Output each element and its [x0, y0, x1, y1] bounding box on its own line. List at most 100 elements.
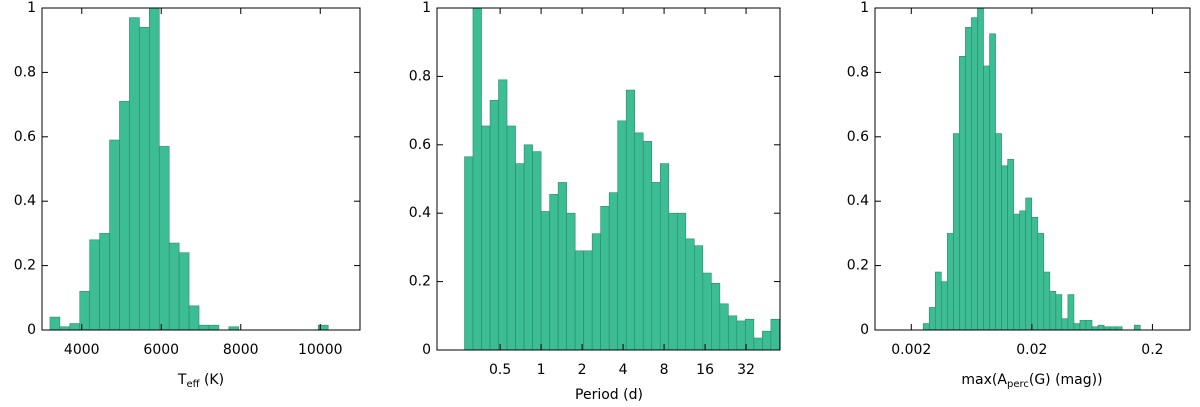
y-tick-label: 0.8	[409, 68, 431, 84]
histogram-bar	[625, 89, 636, 351]
histogram-bar	[651, 182, 661, 351]
histogram-bar	[498, 79, 508, 351]
x-tick-label: 8000	[223, 342, 259, 358]
histogram-bar	[668, 212, 678, 351]
y-tick-label: 0	[860, 322, 869, 338]
x-axis-label-sub: eff	[186, 379, 200, 390]
x-axis-label: Teff (K)	[177, 372, 224, 390]
x-tick-label: 0.2	[1141, 342, 1163, 358]
x-tick-label: 6000	[143, 342, 179, 358]
y-tick-label: 1	[27, 0, 36, 16]
histogram-bar	[702, 272, 712, 351]
histogram-bar	[642, 141, 653, 351]
histogram-bar	[1019, 210, 1026, 331]
y-tick-label: 0.4	[14, 193, 36, 209]
histogram-bar	[481, 125, 491, 351]
histogram-bar	[634, 132, 644, 351]
histogram-bar	[1031, 217, 1039, 331]
histogram-bar	[745, 318, 755, 351]
histogram-bar	[983, 65, 990, 331]
histogram-bar	[1079, 320, 1087, 331]
y-tick-label: 0.8	[847, 64, 869, 80]
y-tick-label: 0.6	[847, 129, 869, 145]
histogram-bar	[1049, 291, 1057, 331]
histogram-bar	[947, 233, 954, 331]
y-tick-label: 0.2	[14, 258, 36, 274]
histogram-bar	[659, 163, 670, 351]
histogram-bar	[600, 206, 610, 351]
x-tick-label: 4	[619, 362, 628, 378]
histogram-bar	[532, 151, 542, 351]
histogram-bar	[934, 271, 942, 331]
plot-frame	[436, 7, 781, 351]
histogram-bar	[1085, 320, 1093, 331]
histogram-bar	[158, 146, 170, 331]
histogram-panel: 0 0.2 0.4 0.6 0.8 1 0.5 1 2 4 8 16 32 Period (d)	[409, 0, 781, 403]
histogram-bar	[1061, 318, 1069, 331]
histogram-bar	[1133, 324, 1141, 331]
histogram-bar	[540, 211, 550, 351]
histogram-bar	[676, 212, 687, 351]
histogram-bar	[574, 250, 584, 351]
histogram-bar	[99, 233, 110, 331]
y-tick-label: 0.4	[847, 193, 869, 209]
histogram-bar	[1043, 271, 1051, 331]
x-tick-label: 10000	[298, 342, 343, 358]
histogram-bar	[995, 133, 1002, 331]
histogram-bar	[959, 55, 966, 331]
histogram-bar	[506, 125, 516, 351]
histogram-bar	[149, 7, 160, 331]
histogram-panel: 0 0.2 0.4 0.6 0.8 1 4000 6000 8000 10000 Teff (K)	[14, 0, 361, 390]
x-tick-label: 16	[696, 362, 714, 378]
histogram-bar	[208, 324, 220, 331]
plot-frame	[874, 7, 1191, 331]
histogram-bar	[977, 7, 984, 331]
histogram-bar	[523, 144, 533, 351]
histogram-bar	[89, 239, 100, 331]
y-tick-label: 0.8	[14, 64, 36, 80]
x-axis-label-main: T	[177, 372, 187, 388]
y-tick-label: 0.6	[409, 137, 431, 153]
histogram-bar	[49, 316, 61, 331]
plot-frame	[41, 7, 361, 331]
histogram-bar	[753, 337, 763, 351]
histogram-bar	[953, 133, 960, 331]
histogram-panel: 0 0.2 0.4 0.6 0.8 1 0.002 0.02 0.2 max(Aperc(G) (…	[847, 0, 1191, 390]
histogram-bar	[188, 305, 200, 331]
histogram-bar	[129, 17, 140, 331]
histogram-bar	[965, 27, 972, 331]
histogram-bar	[922, 323, 930, 331]
histogram-bar	[198, 324, 210, 331]
histogram-bar	[489, 100, 499, 351]
histogram-bar	[928, 307, 936, 331]
y-tick-label: 1	[422, 0, 431, 16]
histogram-bar	[1097, 324, 1105, 331]
x-axis-label-suffix: (G) (mag))	[1029, 372, 1103, 388]
x-tick-label: 0.002	[891, 342, 931, 358]
histogram-bar	[109, 139, 120, 331]
x-tick-label: 4000	[64, 342, 100, 358]
y-tick-label: 0	[422, 342, 431, 358]
histogram-bar	[119, 101, 130, 331]
x-tick-label: 1	[537, 362, 546, 378]
histogram-bar	[69, 323, 81, 331]
histogram-bar	[583, 250, 593, 351]
histogram-bar	[566, 212, 576, 351]
histogram-bar	[515, 163, 525, 351]
histogram-bar	[591, 233, 601, 351]
y-tick-label: 0.2	[847, 258, 869, 274]
histogram-bar	[770, 318, 780, 351]
x-axis-label-sub: perc	[1007, 379, 1029, 390]
histogram-bar	[1013, 213, 1020, 331]
histogram-bar	[464, 156, 474, 351]
histogram-bar	[608, 192, 619, 351]
histogram-bar	[139, 27, 150, 331]
x-axis-label-suffix: (K)	[200, 372, 225, 388]
y-tick-label: 0.6	[14, 129, 36, 145]
x-axis-label-main: Period (d)	[575, 387, 643, 403]
histogram-bar	[1025, 197, 1033, 331]
y-tick-label: 1	[860, 0, 869, 16]
histogram-bar	[971, 17, 978, 331]
histogram-bar	[694, 245, 704, 351]
